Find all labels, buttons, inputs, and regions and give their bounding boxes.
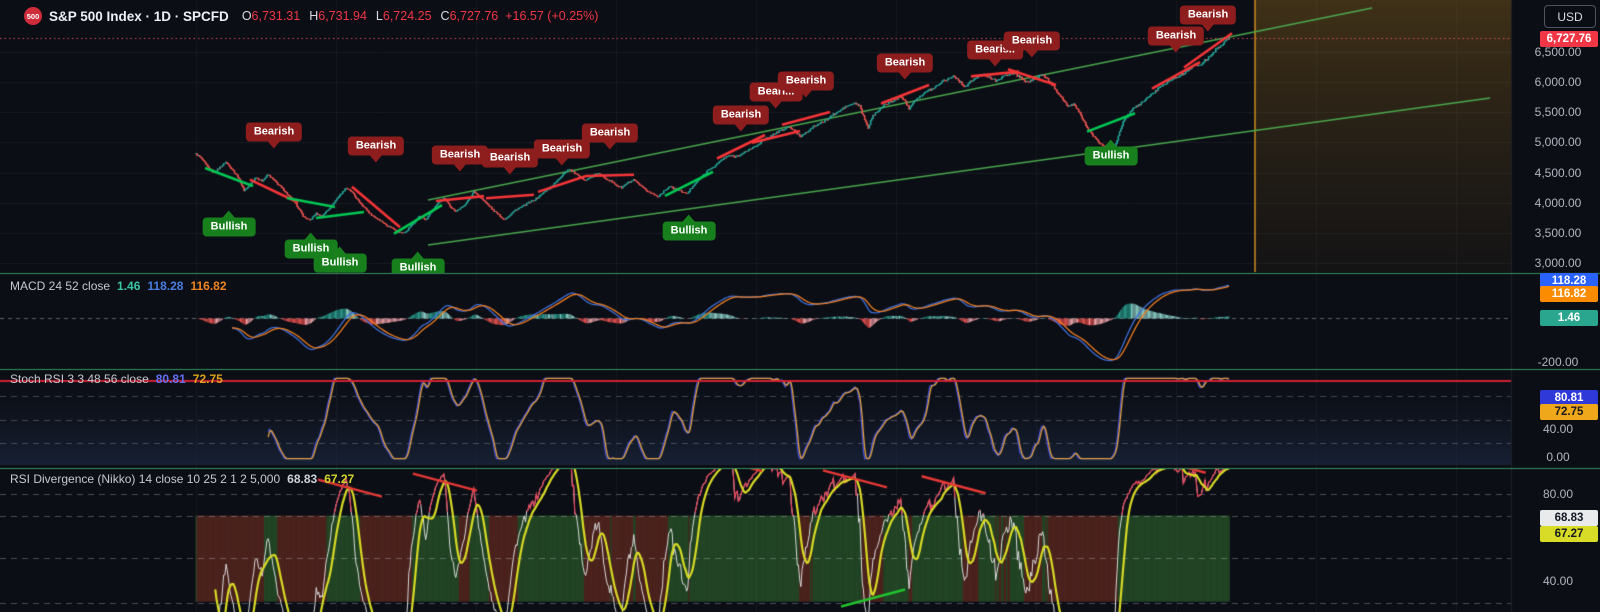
scale-value-badge: 72.75 [1540, 404, 1598, 420]
ohlc-item: H6,731.94 [309, 9, 367, 23]
scale-tick-label: 4,000.00 [1534, 196, 1582, 210]
stoch-rsi-legend[interactable]: Stoch RSI 3 3 48 56 close 80.81 72.75 [10, 372, 223, 386]
bullish-callout[interactable]: Bullish [313, 253, 367, 273]
scale-tick-label: 40.00 [1542, 422, 1574, 436]
scale-tick-label: 3,000.00 [1534, 256, 1582, 270]
scale-tick-label: 6,500.00 [1534, 45, 1582, 59]
ohlc-values: O6,731.31 H6,731.94 L6,724.25 C6,727.76 [242, 9, 498, 23]
scale-tick-label: 4,500.00 [1534, 166, 1582, 180]
ohlc-key: C [440, 9, 450, 23]
callout-layer: Bearish Bearish Bearish Bearish Bearish Beari… [0, 0, 1511, 273]
macd-value: 118.28 [147, 279, 184, 293]
bullish-callout[interactable]: Bullish [1084, 146, 1138, 166]
rsi-divergence-legend-values: 68.83 67.27 [287, 472, 354, 486]
bearish-callout[interactable]: Bearish [1179, 5, 1237, 25]
bearish-callout[interactable]: Bearish [1003, 31, 1061, 51]
bearish-callout[interactable]: Bearish [533, 139, 591, 159]
rsi-divergence-legend-title[interactable]: RSI Divergence (Nikko) 14 close 10 25 2 … [10, 472, 281, 486]
scale-tick-label: 5,000.00 [1534, 135, 1582, 149]
bearish-callout[interactable]: Bearish [481, 148, 539, 168]
ohlc-key: O [241, 9, 252, 23]
ohlc-key: L [375, 9, 383, 23]
ohlc-item: C6,727.76 [441, 9, 499, 23]
ohlc-item: L6,724.25 [376, 9, 432, 23]
rsi-divergence-value: 68.83 [287, 472, 318, 486]
scale-value-badge: 68.83 [1540, 510, 1598, 526]
macd-legend-values: 1.46 118.28 116.82 [117, 279, 226, 293]
ohlc-key: H [309, 9, 319, 23]
bearish-callout[interactable]: Bearish [1147, 26, 1205, 46]
sp500-logo-icon: 500 [24, 7, 42, 25]
scale-value-badge: 67.27 [1540, 526, 1598, 542]
bearish-callout[interactable]: Bearish [245, 122, 303, 142]
scale-value-badge: 6,727.76 [1540, 31, 1598, 47]
bullish-callout[interactable]: Bullish [202, 217, 256, 237]
ohlc-value: 6,731.94 [318, 9, 367, 23]
scale-value-badge: 80.81 [1540, 390, 1598, 406]
scale-tick-label: 80.00 [1542, 487, 1574, 501]
scale-value-badge: 118.28 [1540, 273, 1598, 289]
scale-value-badge: 1.46 [1540, 310, 1598, 326]
bullish-callout[interactable]: Bullish [662, 221, 716, 241]
symbol-title[interactable]: S&P 500 Index · 1D · SPCFD [49, 8, 229, 24]
scale-tick-label: 0.00 [1546, 450, 1570, 464]
stoch-rsi-legend-title[interactable]: Stoch RSI 3 3 48 56 close [10, 372, 149, 386]
price-scale[interactable]: USD 6,500.00 6,000.00 5,500.00 5,000.00 4,50… [1511, 0, 1600, 612]
ohlc-value: 6,724.25 [382, 9, 432, 23]
scale-tick-label: 40.00 [1542, 574, 1574, 588]
macd-value: 1.46 [117, 279, 141, 293]
macd-legend[interactable]: MACD 24 52 close 1.46 118.28 116.82 [10, 279, 227, 293]
bearish-callout[interactable]: Bearish [431, 145, 489, 165]
currency-toggle-button[interactable]: USD [1544, 5, 1596, 28]
symbol-legend[interactable]: 500 S&P 500 Index · 1D · SPCFD O6,731.31… [24, 7, 598, 25]
rsi-divergence-value: 67.27 [324, 472, 355, 486]
macd-legend-title[interactable]: MACD 24 52 close [10, 279, 111, 293]
ohlc-item: O6,731.31 [242, 9, 300, 23]
bullish-callout[interactable]: Bullish [391, 258, 445, 273]
bearish-callout[interactable]: Bearish [581, 123, 639, 143]
ohlc-value: 6,727.76 [449, 9, 499, 23]
bearish-callout[interactable]: Bearish [347, 136, 405, 156]
change-value: +16.57 (+0.25%) [505, 9, 599, 23]
bearish-callout[interactable]: Bearish [777, 71, 835, 91]
scale-value-badge: 116.82 [1540, 286, 1598, 302]
stoch-rsi-legend-values: 80.81 72.75 [156, 372, 223, 386]
macd-value: 116.82 [190, 279, 227, 293]
scale-tick-label: 6,000.00 [1534, 75, 1582, 89]
stoch-rsi-value: 80.81 [155, 372, 186, 386]
ohlc-value: 6,731.31 [251, 9, 301, 23]
rsi-divergence-legend[interactable]: RSI Divergence (Nikko) 14 close 10 25 2 … [10, 472, 354, 486]
scale-tick-label: 5,500.00 [1534, 105, 1582, 119]
scale-tick-label: 3,500.00 [1534, 226, 1582, 240]
scale-tick-label: -200.00 [1537, 355, 1579, 369]
bearish-callout[interactable]: Bearish [876, 53, 934, 73]
bearish-callout[interactable]: Bearish [712, 105, 770, 125]
stoch-rsi-value: 72.75 [192, 372, 223, 386]
